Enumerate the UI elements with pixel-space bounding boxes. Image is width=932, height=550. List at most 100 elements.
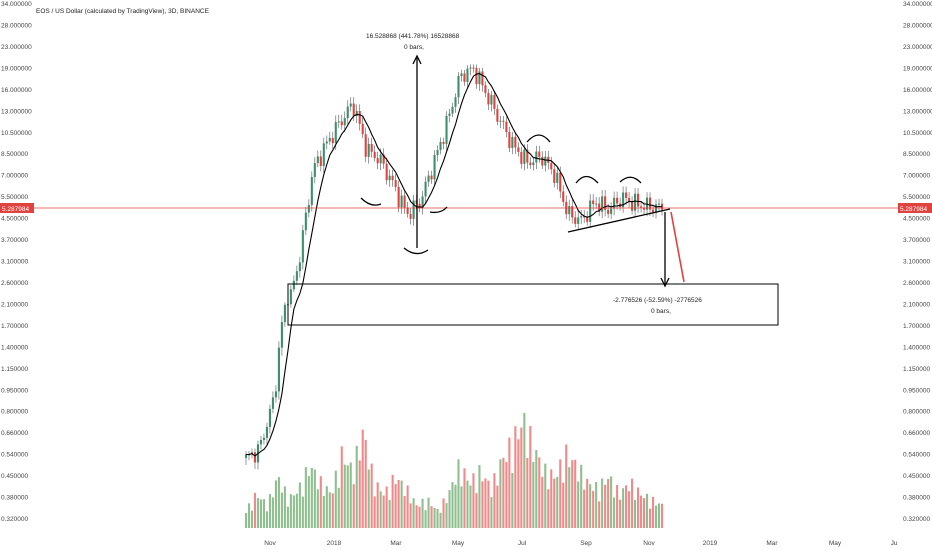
volume-bar — [433, 507, 436, 528]
current-price-text-right: 5.287984 — [900, 206, 927, 213]
candle-body — [451, 106, 454, 114]
price-tick-right: 0.660000 — [903, 430, 930, 437]
price-tick-right: 2.600000 — [903, 280, 930, 287]
volume-bar — [385, 486, 388, 528]
candle-body — [376, 158, 379, 164]
candle-body — [304, 212, 307, 231]
candle-body — [631, 202, 634, 211]
volume-bar — [451, 482, 454, 528]
candle-body — [637, 193, 640, 207]
volume-bar — [520, 427, 523, 528]
top-arc-3 — [619, 176, 642, 184]
volume-bar — [406, 485, 409, 528]
volume-bar — [358, 460, 361, 528]
candle-body — [628, 197, 631, 203]
volume-bar — [648, 508, 652, 528]
volume-bar — [619, 499, 622, 528]
volume-bar — [418, 506, 421, 528]
candle-body — [532, 162, 535, 166]
moving-average-line — [245, 73, 663, 457]
candle-body — [322, 143, 325, 167]
volume-bar — [400, 480, 403, 528]
volume-bar — [334, 470, 337, 528]
price-tick-left: 7.000000 — [1, 173, 28, 180]
candle-body — [403, 195, 406, 208]
candle-body — [325, 141, 328, 144]
candle-body — [349, 103, 352, 107]
price-tick-right: 1.400000 — [903, 344, 930, 351]
volume-bar — [586, 478, 589, 528]
candle-body — [355, 111, 358, 116]
candle-body — [556, 172, 559, 183]
candle-body — [244, 454, 248, 458]
time-tick: 2018 — [327, 540, 342, 547]
candle-body — [625, 192, 628, 198]
candle-body — [439, 141, 442, 151]
candle-body — [271, 397, 274, 409]
volume-bar — [514, 426, 517, 528]
volume-bar — [532, 461, 535, 528]
volume-bar — [613, 497, 616, 528]
candle-body — [313, 163, 316, 178]
volume-bar — [253, 492, 257, 528]
price-tick-right: 0.540000 — [903, 452, 930, 459]
candle-body — [346, 106, 349, 119]
candle-body — [475, 67, 478, 85]
price-tick-right: 3.700000 — [903, 237, 930, 244]
volume-bar — [430, 506, 433, 528]
candle-body — [583, 216, 586, 218]
price-tick-left: 0.320000 — [1, 516, 28, 523]
price-tick-left: 28.000000 — [1, 22, 32, 29]
measure-up-label-2: 0 bars, — [404, 44, 424, 51]
price-tick-left: 4.500000 — [1, 216, 28, 223]
candle-body — [523, 149, 526, 164]
time-tick: Ju — [891, 540, 898, 547]
candle-body — [343, 118, 346, 126]
measure-down-arrowhead — [660, 277, 670, 288]
candle-body — [457, 76, 460, 98]
candle-body — [337, 121, 340, 123]
candle-body — [289, 289, 292, 305]
candle-body — [292, 280, 295, 290]
volume-bar — [565, 444, 568, 528]
candle-body — [622, 192, 625, 208]
volume-bar — [481, 481, 484, 528]
candle-body — [382, 154, 385, 164]
volume-bar — [553, 478, 556, 528]
volume-bar — [391, 474, 394, 528]
price-tick-right: 1.150000 — [903, 366, 930, 373]
volume-bar — [277, 477, 280, 528]
candle-body — [577, 217, 580, 224]
candle-body — [484, 85, 487, 93]
candle-body — [379, 154, 382, 164]
candle-body — [319, 156, 322, 167]
candle-body — [412, 200, 415, 219]
candle-body — [433, 154, 436, 180]
volume-bar — [529, 425, 532, 528]
volume-bar — [490, 497, 493, 528]
volume-bar — [316, 489, 319, 528]
candle-body — [616, 197, 619, 204]
volume-bar — [526, 457, 529, 528]
candle-body — [538, 151, 541, 158]
volume-bar — [523, 412, 526, 528]
candle-body — [328, 137, 331, 142]
candle-body — [613, 197, 616, 209]
current-price-text-left: 5.287984 — [2, 206, 29, 213]
volume-bar — [349, 462, 352, 528]
price-tick-right: 0.320000 — [903, 516, 930, 523]
price-tick-right: 34.000000 — [903, 1, 932, 8]
candle-body — [496, 108, 499, 122]
price-tick-right: 23.000000 — [903, 44, 932, 51]
price-tick-right: 8.500000 — [903, 151, 930, 158]
measure-down-label-2: 0 bars, — [651, 308, 671, 315]
candle-body — [562, 191, 565, 202]
volume-bar — [361, 429, 364, 528]
candle-body — [385, 163, 388, 181]
price-tick-right: 7.000000 — [903, 173, 930, 180]
volume-bar — [445, 503, 448, 528]
price-tick-right: 2.100000 — [903, 301, 930, 308]
candle-body — [268, 408, 271, 428]
volume-bar — [274, 480, 277, 528]
volume-bar — [499, 459, 502, 528]
